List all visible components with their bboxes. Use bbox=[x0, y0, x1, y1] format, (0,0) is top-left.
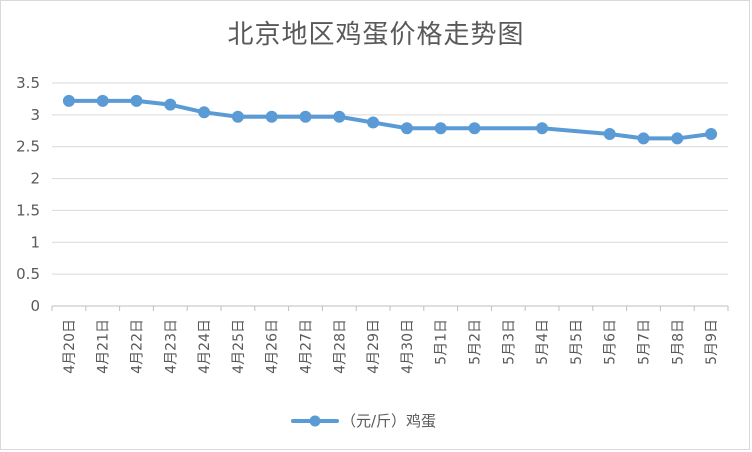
x-tick-label: 4月25日 bbox=[231, 319, 247, 374]
x-tick-label: 4月30日 bbox=[400, 319, 416, 374]
x-tick-label: 5月9日 bbox=[704, 319, 720, 365]
data-point bbox=[705, 127, 718, 140]
data-point bbox=[367, 116, 380, 129]
x-tick-label: 4月29日 bbox=[366, 319, 382, 374]
data-point bbox=[62, 94, 75, 107]
data-point bbox=[231, 110, 244, 123]
data-point bbox=[671, 132, 684, 145]
data-point bbox=[164, 98, 177, 111]
data-point bbox=[434, 122, 447, 135]
data-point bbox=[637, 132, 650, 145]
y-tick-label: 1 bbox=[30, 233, 40, 251]
x-tick-label: 4月23日 bbox=[163, 319, 179, 374]
data-point bbox=[130, 94, 143, 107]
y-tick-label: 2.5 bbox=[16, 138, 40, 156]
x-tick-label: 5月5日 bbox=[569, 319, 585, 365]
x-tick-label: 4月26日 bbox=[265, 319, 281, 374]
y-tick-label: 3.5 bbox=[16, 74, 40, 92]
data-point bbox=[265, 110, 278, 123]
x-tick-label: 5月8日 bbox=[670, 319, 686, 365]
y-tick-label: 3 bbox=[30, 106, 40, 124]
x-tick-label: 4月22日 bbox=[130, 319, 146, 374]
data-point bbox=[468, 122, 481, 135]
chart-title: 北京地区鸡蛋价格走势图 bbox=[227, 20, 525, 50]
data-point bbox=[333, 110, 346, 123]
data-point bbox=[96, 94, 109, 107]
y-tick-label: 0 bbox=[30, 297, 40, 315]
x-tick-label: 4月20日 bbox=[62, 319, 78, 374]
data-point bbox=[603, 127, 616, 140]
data-point bbox=[299, 110, 312, 123]
data-point bbox=[536, 122, 549, 135]
x-tick-label: 4月28日 bbox=[332, 319, 348, 374]
legend-label: （元/斤）鸡蛋 bbox=[341, 412, 436, 430]
x-tick-label: 5月3日 bbox=[501, 319, 517, 365]
y-tick-label: 1.5 bbox=[16, 201, 40, 219]
x-tick-label: 5月1日 bbox=[434, 319, 450, 365]
data-point bbox=[400, 122, 413, 135]
legend-marker bbox=[309, 415, 321, 427]
x-tick-label: 5月2日 bbox=[468, 319, 484, 365]
x-tick-label: 5月7日 bbox=[637, 319, 653, 365]
x-tick-label: 4月27日 bbox=[299, 319, 315, 374]
x-tick-label: 4月24日 bbox=[197, 319, 213, 374]
x-tick-label: 5月4日 bbox=[535, 319, 551, 365]
y-tick-label: 2 bbox=[30, 170, 40, 188]
y-tick-label: 0.5 bbox=[16, 265, 40, 283]
data-point bbox=[198, 106, 211, 119]
x-tick-label: 4月21日 bbox=[96, 319, 112, 374]
x-tick-label: 5月6日 bbox=[603, 319, 619, 365]
